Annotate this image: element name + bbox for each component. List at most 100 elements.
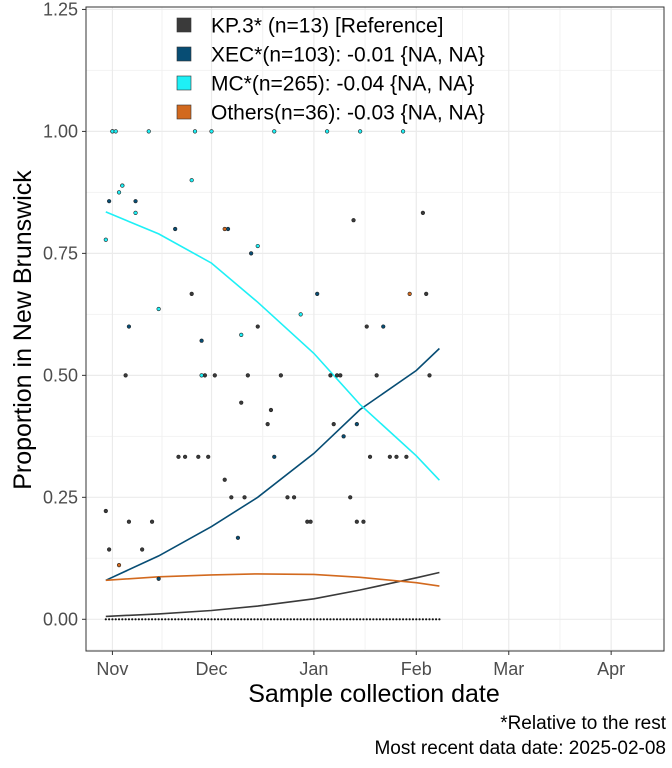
zero-point xyxy=(428,618,431,621)
data-point xyxy=(387,454,392,459)
data-point xyxy=(420,210,425,215)
data-point xyxy=(133,199,138,204)
zero-point xyxy=(335,618,339,621)
data-point xyxy=(199,338,204,343)
data-point xyxy=(199,373,204,378)
data-point xyxy=(176,454,181,459)
zero-point xyxy=(207,618,210,621)
data-point xyxy=(107,199,112,204)
y-tick-label: 1.00 xyxy=(43,121,78,141)
zero-point xyxy=(362,618,365,621)
y-tick-label: 1.25 xyxy=(43,0,78,19)
data-point xyxy=(374,373,379,378)
zero-point xyxy=(131,618,134,621)
data-point xyxy=(361,519,366,524)
zero-point xyxy=(418,618,421,621)
zero-point xyxy=(154,618,157,621)
zero-point xyxy=(283,618,286,621)
zero-point xyxy=(368,618,372,621)
data-point xyxy=(424,291,429,296)
zero-point xyxy=(385,618,388,621)
zero-point xyxy=(382,618,385,621)
data-point xyxy=(235,535,241,540)
zero-point xyxy=(124,618,127,621)
zero-point xyxy=(108,618,111,621)
zero-point xyxy=(395,618,398,621)
data-point xyxy=(107,547,112,552)
data-point xyxy=(209,129,214,134)
panel-border xyxy=(85,6,665,652)
zero-point xyxy=(187,618,190,621)
zero-point xyxy=(345,618,349,621)
zero-point xyxy=(372,618,375,621)
zero-point xyxy=(141,618,144,621)
zero-point xyxy=(127,618,131,621)
zero-point xyxy=(134,618,137,621)
zero-point xyxy=(292,618,296,621)
data-point xyxy=(367,454,373,459)
zero-point xyxy=(425,618,428,621)
x-tick-label: Apr xyxy=(597,659,625,679)
data-point xyxy=(123,373,128,378)
zero-point xyxy=(263,618,266,621)
zero-point xyxy=(435,618,438,621)
panel-border xyxy=(85,6,665,652)
zero-point xyxy=(438,618,441,621)
zero-point xyxy=(326,618,329,621)
data-point xyxy=(229,495,234,500)
zero-point xyxy=(233,618,236,621)
zero-point xyxy=(167,618,170,621)
zero-point xyxy=(210,618,213,621)
legend-key xyxy=(176,46,192,62)
data-point xyxy=(192,129,198,134)
x-tick-label: Dec xyxy=(196,659,228,679)
zero-point xyxy=(220,618,223,621)
zero-point xyxy=(200,618,203,621)
x-tick-label: Feb xyxy=(401,659,432,679)
data-point xyxy=(140,547,145,552)
data-point xyxy=(265,422,270,427)
data-point xyxy=(315,291,320,296)
data-point xyxy=(116,563,122,568)
legend-label: KP.3* (n=13) [Reference] xyxy=(211,15,444,38)
zero-point xyxy=(266,618,269,621)
zero-point xyxy=(289,618,292,621)
data-point xyxy=(239,332,244,337)
y-tick-label: 0.75 xyxy=(43,243,78,263)
zero-point xyxy=(316,618,319,621)
zero-point xyxy=(276,618,279,621)
zero-point xyxy=(306,618,309,621)
data-point xyxy=(126,519,132,524)
zero-point xyxy=(378,618,382,621)
zero-point xyxy=(299,618,302,621)
x-axis-title: Sample collection date xyxy=(248,680,500,708)
legend-key xyxy=(176,104,192,120)
data-point xyxy=(173,226,178,232)
zero-point xyxy=(177,618,180,621)
legend-label: XEC*(n=103): -0.01 {NA, NA} xyxy=(211,44,485,67)
data-point xyxy=(239,400,244,405)
zero-point xyxy=(160,618,164,621)
fit-lines xyxy=(105,211,440,618)
data-point xyxy=(298,312,303,317)
zero-point xyxy=(401,618,405,621)
zero-point xyxy=(164,618,167,621)
zero-point xyxy=(398,618,401,621)
zero-point xyxy=(256,618,259,621)
data-point xyxy=(222,226,227,232)
zero-point xyxy=(309,618,312,621)
data-point xyxy=(245,373,250,378)
zero-point xyxy=(375,618,378,621)
y-tick-label: 0.50 xyxy=(43,365,78,385)
zero-point xyxy=(296,618,299,621)
data-point xyxy=(189,178,194,183)
fit-line xyxy=(105,571,440,618)
data-point xyxy=(351,218,356,223)
axes: 0.00 0.25 0.50 0.75 1.00 1.25 Nov Dec Jan Feb Mar A… xyxy=(43,0,625,679)
data-point xyxy=(146,129,151,134)
data-point xyxy=(427,373,432,378)
zero-point xyxy=(273,618,276,621)
legend: KP.3* (n=13) [Reference] XEC*(n=103): -0.… xyxy=(176,15,485,125)
data-point xyxy=(328,373,333,378)
zero-point xyxy=(421,618,424,621)
